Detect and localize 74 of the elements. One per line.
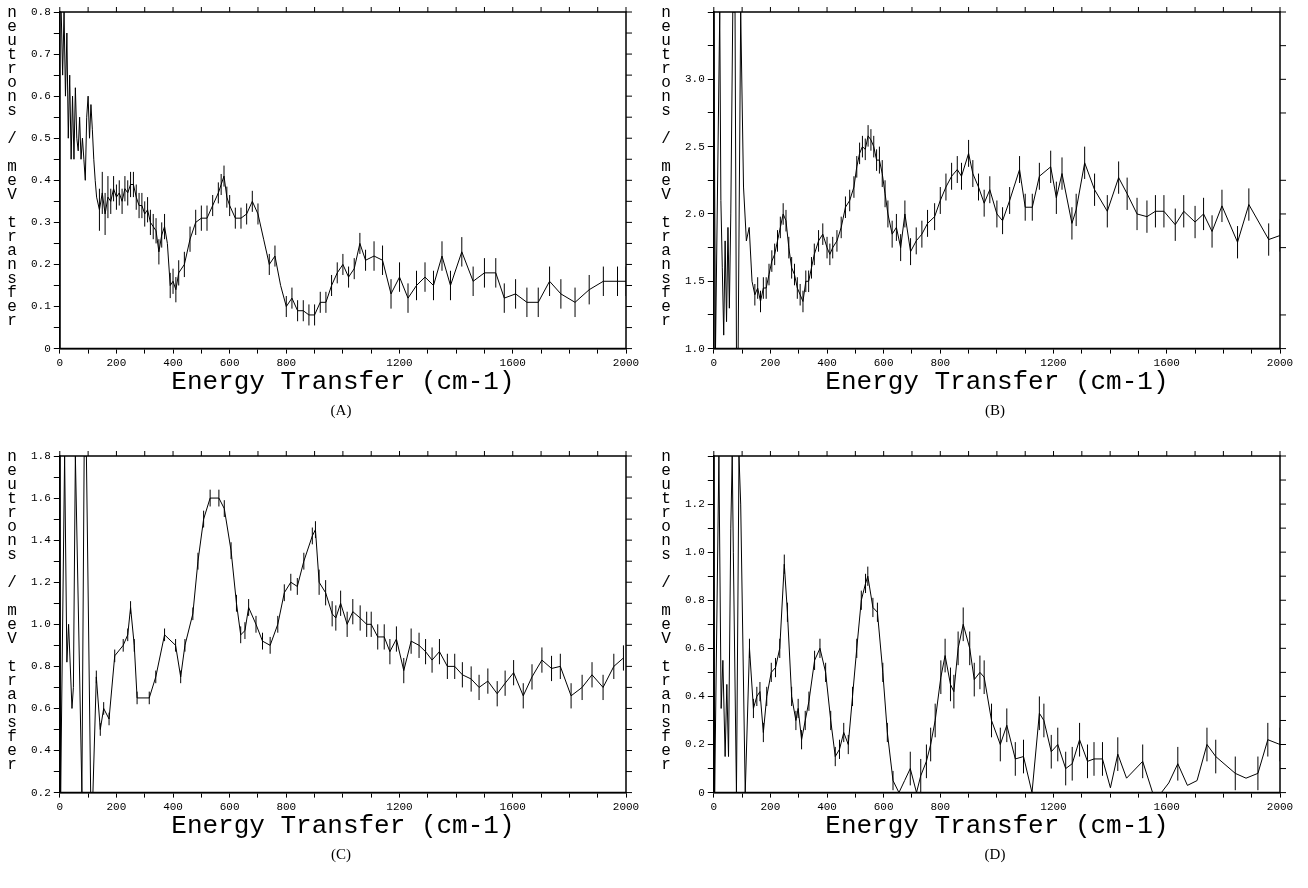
y-tick-label: 2.5 (684, 140, 705, 153)
text: (C) (330, 846, 352, 863)
x-axis-title: Energy Transfer (cm-1) (825, 367, 1169, 398)
y-tick-label: 3.0 (684, 73, 705, 86)
x-tick-label: 1200 (386, 801, 413, 814)
x-tick-label: 600 (219, 357, 240, 370)
y-tick-label: 0.2 (30, 258, 51, 271)
x-tick-label: 400 (163, 357, 183, 370)
x-tick-label: 0 (56, 357, 64, 370)
x-axis-title: Energy Transfer (cm-1) (825, 811, 1169, 842)
y-axis-title: neutrons / meV transfer (3, 4, 21, 326)
y-tick-label: 1.6 (30, 491, 51, 504)
x-tick-label: 0 (56, 801, 64, 814)
x-tick-label: 600 (873, 357, 894, 370)
x-tick-label: 1200 (386, 357, 413, 370)
x-tick-label: 200 (760, 801, 781, 814)
x-tick-label: 800 (276, 357, 297, 370)
x-tick-label: 2000 (612, 801, 640, 814)
x-tick-label: 1200 (1040, 357, 1067, 370)
y-tick-label: 0.7 (30, 47, 51, 60)
x-tick-label: 800 (276, 801, 297, 814)
y-tick-label: 1.8 (30, 449, 51, 462)
x-tick-label: 400 (163, 801, 183, 814)
y-axis-title: neutrons / meV transfer (657, 448, 675, 770)
text: (D) (983, 846, 1007, 863)
x-tick-label: 0 (710, 801, 718, 814)
y-tick-label: 0.4 (30, 744, 52, 757)
y-tick-label: 1.2 (30, 576, 51, 589)
y-tick-label: 0.5 (30, 132, 51, 145)
y-tick-label: 0 (698, 786, 705, 799)
y-tick-label: 0.6 (684, 642, 705, 655)
x-tick-label: 2000 (1266, 801, 1294, 814)
y-tick-label: 0.8 (684, 594, 705, 607)
y-tick-label: 0.4 (30, 174, 52, 187)
y-tick-label: 1.0 (684, 546, 705, 559)
y-tick-label: 2.0 (684, 207, 705, 220)
x-tick-label: 0 (710, 357, 718, 370)
x-tick-label: 200 (760, 357, 781, 370)
y-axis-title: neutrons / meV transfer (657, 4, 675, 326)
x-tick-label: 200 (106, 357, 127, 370)
y-tick-label: 0.3 (30, 216, 51, 229)
y-tick-label: 0 (44, 342, 51, 355)
x-tick-label: 1600 (499, 357, 526, 370)
x-tick-label: 200 (106, 801, 127, 814)
x-tick-label: 800 (930, 801, 951, 814)
y-tick-label: 0.8 (30, 5, 51, 18)
y-axis-title: neutrons / meV transfer (3, 448, 21, 770)
text: (A) (329, 402, 353, 419)
y-tick-label: 0.6 (30, 90, 51, 103)
text: (B) (984, 402, 1006, 419)
x-tick-label: 2000 (612, 357, 640, 370)
x-tick-label: 1600 (1153, 801, 1180, 814)
y-tick-label: 1.4 (30, 534, 52, 547)
y-tick-label: 0.6 (30, 702, 51, 715)
x-tick-label: 800 (930, 357, 951, 370)
x-tick-label: 2000 (1266, 357, 1294, 370)
x-axis-title: Energy Transfer (cm-1) (171, 811, 515, 842)
x-tick-label: 400 (817, 357, 837, 370)
x-tick-label: 400 (817, 801, 837, 814)
x-tick-label: 1600 (1153, 357, 1180, 370)
x-tick-label: 1200 (1040, 801, 1067, 814)
x-tick-label: 600 (873, 801, 894, 814)
x-tick-label: 1600 (499, 801, 526, 814)
y-tick-label: 0.8 (30, 660, 51, 673)
y-tick-label: 1.0 (30, 618, 51, 631)
y-tick-label: 0.1 (30, 300, 52, 313)
x-axis-title: Energy Transfer (cm-1) (171, 367, 515, 398)
y-tick-label: 1.2 (684, 497, 705, 510)
y-tick-label: 0.2 (684, 738, 705, 751)
y-tick-label: 0.4 (684, 690, 706, 703)
y-tick-label: 1.0 (684, 342, 705, 355)
y-tick-label: 0.2 (30, 786, 51, 799)
y-tick-label: 1.5 (684, 275, 705, 288)
x-tick-label: 600 (219, 801, 240, 814)
